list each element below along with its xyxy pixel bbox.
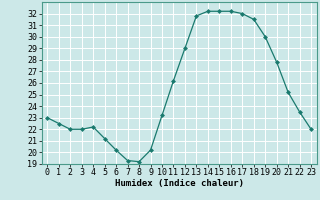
X-axis label: Humidex (Indice chaleur): Humidex (Indice chaleur) xyxy=(115,179,244,188)
